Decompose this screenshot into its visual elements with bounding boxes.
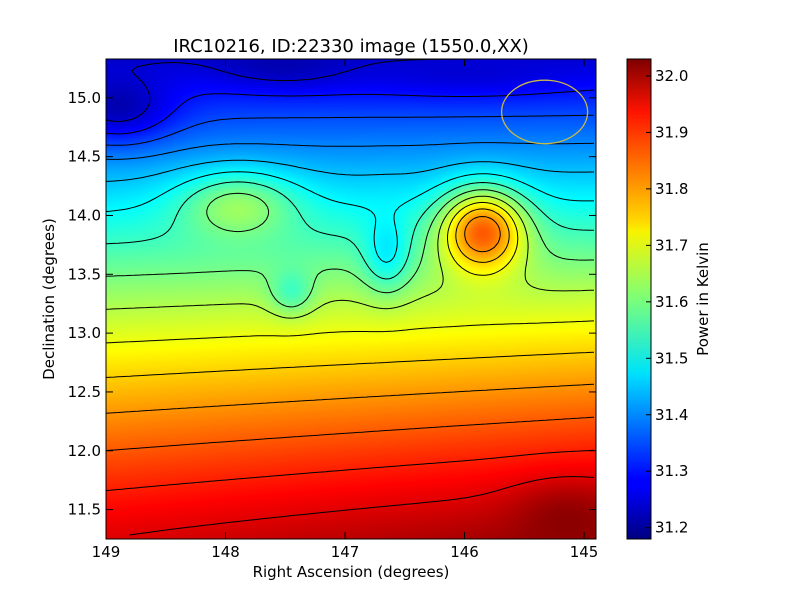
y-tick-label: 12.5	[68, 383, 101, 401]
heatmap-image	[106, 59, 596, 539]
contour-level-10	[106, 208, 595, 378]
plot-frame	[105, 58, 597, 540]
beam-circle	[500, 79, 589, 145]
colorbar-gradient	[626, 58, 652, 540]
contour-level-6	[106, 181, 594, 280]
x-tick-label: 146	[450, 543, 479, 561]
y-tick-label: 11.5	[68, 501, 101, 519]
contour-level-11	[106, 216, 595, 414]
contour-level-12	[106, 416, 595, 452]
contour-level-8	[106, 195, 595, 319]
plot-area	[105, 58, 597, 540]
x-tick-label: 149	[92, 543, 121, 561]
contour-level-4	[106, 159, 594, 182]
colorbar-tick-label: 31.6	[655, 293, 688, 311]
contour-level-5	[106, 171, 594, 263]
y-tick-label: 14.0	[68, 206, 101, 224]
colorbar-tick-label: 31.2	[655, 519, 688, 537]
contour-level-9	[106, 201, 595, 344]
x-axis: 149 148 147 146 145	[92, 59, 599, 561]
contour-level-14	[129, 476, 595, 536]
colorbar-tick-label: 31.8	[655, 180, 688, 198]
colorbar: 31.2 31.3 31.4 31.5 31.6 31.7 31.8 31.9 32.0 Pow…	[626, 58, 712, 540]
colorbar-tick-label: 31.3	[655, 462, 688, 480]
colorbar-tick-label: 32.0	[655, 67, 688, 85]
colorbar-tick-label: 31.9	[655, 123, 688, 141]
contour-lines	[106, 59, 595, 536]
colorbar-tick-label: 31.5	[655, 349, 688, 367]
contour-level-3	[106, 142, 594, 160]
contour-level-0	[106, 59, 594, 122]
contour-level-1	[106, 89, 595, 135]
x-axis-label: Right Ascension (degrees)	[253, 563, 450, 581]
y-tick-label: 13.5	[68, 265, 101, 283]
contour-level-2	[106, 114, 595, 146]
colorbar-tick-label: 31.4	[655, 406, 688, 424]
y-tick-label: 15.0	[68, 89, 101, 107]
y-tick-label: 14.5	[68, 148, 101, 166]
y-tick-label: 13.0	[68, 324, 101, 342]
colorbar-label: Power in Kelvin	[694, 242, 712, 356]
y-tick-label: 12.0	[68, 442, 101, 460]
x-tick-label: 147	[331, 543, 360, 561]
y-axis-label: Declination (degrees)	[40, 218, 58, 380]
x-tick-label: 148	[211, 543, 240, 561]
x-tick-label: 145	[570, 543, 599, 561]
y-axis: 11.5 12.0 12.5 13.0 13.5 14.0 14.5 15.0	[68, 89, 596, 519]
colorbar-tick-label: 31.7	[655, 236, 688, 254]
chart-title: IRC10216, ID:22330 image (1550.0,XX)	[173, 36, 529, 57]
contour-level-7	[106, 189, 594, 308]
contour-level-13	[106, 449, 595, 492]
colorbar-ticks: 31.2 31.3 31.4 31.5 31.6 31.7 31.8 31.9 32.0	[646, 67, 688, 537]
